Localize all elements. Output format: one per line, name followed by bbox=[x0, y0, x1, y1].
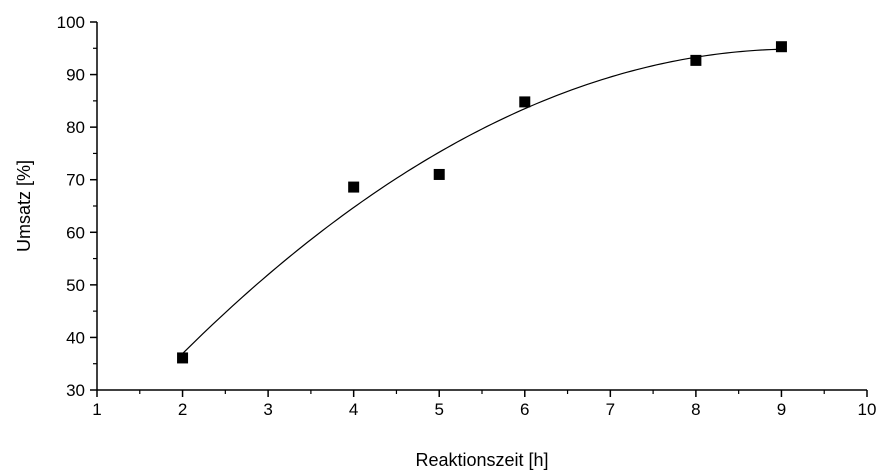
y-tick-label: 30 bbox=[66, 381, 85, 400]
y-tick-label: 40 bbox=[66, 328, 85, 347]
x-axis-title: Reaktionszeit [h] bbox=[415, 450, 548, 470]
x-tick-label: 8 bbox=[691, 400, 700, 419]
x-tick-label: 2 bbox=[178, 400, 187, 419]
data-point bbox=[775, 41, 787, 53]
x-tick-label: 4 bbox=[349, 400, 358, 419]
x-tick-label: 5 bbox=[434, 400, 443, 419]
data-point bbox=[433, 168, 445, 180]
axes bbox=[96, 22, 867, 391]
data-point bbox=[690, 54, 702, 66]
data-point bbox=[348, 181, 360, 193]
fit-curve bbox=[182, 48, 782, 355]
y-tick-label: 70 bbox=[66, 171, 85, 190]
y-tick-label: 80 bbox=[66, 118, 85, 137]
y-tick-label: 50 bbox=[66, 276, 85, 295]
y-tick-label: 60 bbox=[66, 223, 85, 242]
x-tick-label: 6 bbox=[520, 400, 529, 419]
y-axis-title: Umsatz [%] bbox=[14, 160, 34, 252]
x-tick-label: 10 bbox=[858, 400, 877, 419]
data-points bbox=[177, 41, 787, 364]
y-tick-label: 90 bbox=[66, 66, 85, 85]
x-tick-label: 1 bbox=[92, 400, 101, 419]
fit-curve-layer bbox=[182, 48, 782, 355]
x-tick-label: 3 bbox=[263, 400, 272, 419]
x-tick-label: 9 bbox=[777, 400, 786, 419]
ticks: 1 2 3 4 5 6 7 8 9 10 30 40 50 60 70 80 90 100 bbox=[57, 13, 877, 419]
y-tick-label: 100 bbox=[57, 13, 85, 32]
x-tick-label: 7 bbox=[606, 400, 615, 419]
data-point bbox=[519, 96, 531, 108]
data-point bbox=[177, 352, 189, 364]
